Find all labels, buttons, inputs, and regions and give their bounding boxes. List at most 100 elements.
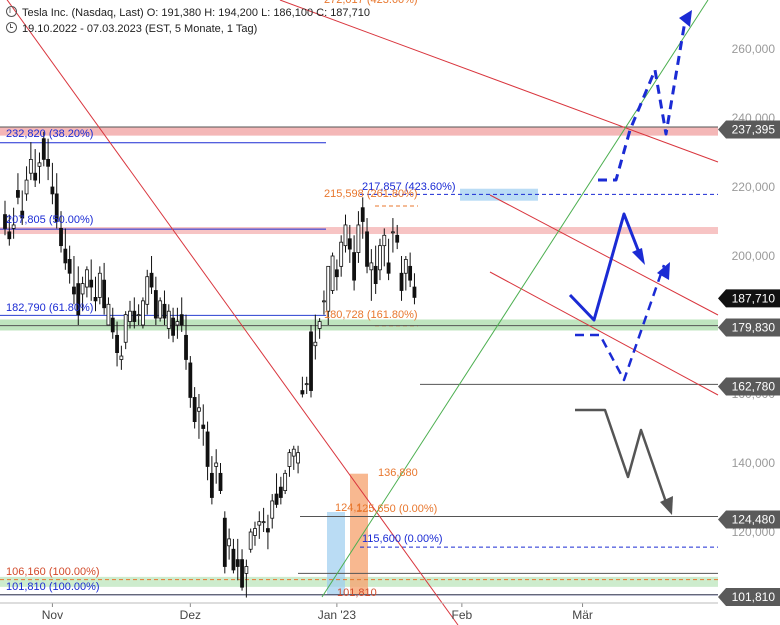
last-price-label: 187,710 — [732, 291, 776, 305]
candle-body — [162, 303, 167, 319]
bull-scenario-arrow — [598, 14, 688, 182]
candle-body — [102, 279, 107, 309]
price-tag — [718, 377, 780, 396]
y-tick-label: 260,000 — [732, 42, 776, 56]
candle-body — [227, 538, 232, 547]
candle-body — [50, 186, 55, 195]
mid-arrow-head — [657, 262, 670, 280]
x-tick-label: Dez — [180, 608, 201, 622]
info-icon — [6, 5, 17, 17]
impulse-scenario-arrow — [568, 212, 642, 322]
fib-label: 272,017 (423.60%) — [324, 0, 418, 6]
candle-body — [188, 362, 193, 398]
candle-body — [197, 407, 201, 412]
x-tick-label: Jan '23 — [318, 608, 357, 622]
candle-body — [80, 283, 85, 295]
x-tick-label: Feb — [452, 608, 473, 622]
mid-scenario-arrow — [575, 264, 666, 382]
candle-body — [149, 272, 154, 288]
candle-body — [11, 224, 16, 229]
fib-label: 106,160 (100.00%) — [6, 566, 100, 578]
fib-label: 125,650 (0.00%) — [356, 503, 437, 515]
y-tick-label: 200,000 — [732, 249, 776, 263]
candle-body — [201, 424, 206, 429]
candle-body — [209, 472, 214, 498]
price-tag — [718, 318, 780, 337]
channel-upper-line — [489, 194, 719, 316]
candle-body — [123, 314, 128, 343]
candle-body — [270, 500, 275, 519]
candle-body — [274, 493, 279, 505]
fib-label: 115,600 (0.00%) — [362, 533, 443, 545]
fib-label: 101,810 — [337, 587, 377, 599]
candle-body — [175, 321, 180, 326]
price-tag-label: 179,830 — [732, 321, 776, 335]
candle-body — [386, 262, 391, 274]
fib-label: 215,598 (261.80%) — [324, 188, 418, 200]
price-tag — [718, 588, 780, 606]
candle-body — [192, 397, 197, 423]
candle-body — [153, 290, 158, 319]
candle-body — [214, 462, 219, 467]
fib-label: 101,810 (100.00%) — [6, 581, 100, 593]
candle-body — [253, 528, 257, 536]
chart-title: Tesla Inc. (Nasdaq, Last) O: 191,380 H: … — [6, 5, 370, 19]
candle-body — [24, 179, 29, 195]
candle-body — [248, 531, 253, 550]
candle-body — [46, 158, 50, 167]
x-tick-label: Mär — [572, 608, 593, 622]
fib-label: 232,820 (38.20%) — [6, 128, 93, 140]
candle-body — [334, 269, 339, 278]
candle-body — [339, 241, 344, 267]
candle-body — [347, 238, 352, 250]
candle-body — [97, 272, 102, 298]
clock-icon — [6, 22, 17, 33]
fib-label: 217,857 (423.60%) — [362, 181, 456, 193]
candle-body — [141, 300, 145, 326]
candle-body — [330, 255, 335, 291]
candle-body — [283, 472, 288, 492]
y-tick-label: 220,000 — [732, 180, 776, 194]
candle-body — [382, 234, 387, 247]
candle-body — [231, 548, 236, 571]
candle-body — [72, 286, 76, 295]
candle-body — [37, 162, 42, 167]
price-tag-label: 162,780 — [732, 380, 776, 394]
candle-body — [166, 310, 171, 329]
candle-body — [291, 448, 296, 457]
candle-body — [261, 521, 266, 524]
candle-body — [59, 227, 63, 247]
candle-body — [179, 314, 184, 326]
bear-arrow-head — [660, 496, 673, 515]
candle-body — [128, 310, 132, 322]
candle-body — [304, 383, 309, 386]
candle-body — [145, 276, 150, 305]
candle-body — [89, 279, 94, 288]
candle-body — [119, 355, 124, 360]
candle-body — [16, 190, 20, 198]
candle-body — [356, 224, 361, 253]
candle-body — [343, 224, 348, 247]
resistance-zone-237 — [0, 126, 718, 136]
candle-body — [41, 138, 46, 160]
candle-body — [63, 248, 68, 264]
price-tag-label: 101,810 — [732, 590, 776, 604]
fib-label: 180,728 (161.80%) — [324, 309, 418, 321]
candle-body — [412, 286, 417, 298]
target-box-217 — [460, 188, 538, 201]
last-price-tag — [718, 289, 780, 308]
candle-body — [266, 528, 270, 533]
candle-body — [296, 452, 300, 464]
candle-body — [171, 317, 175, 336]
candle-body — [257, 521, 262, 526]
price-tag — [718, 120, 780, 139]
candle-body — [115, 334, 119, 354]
channel-lower-line — [489, 271, 719, 396]
candle-body — [3, 214, 7, 229]
candle-body — [158, 300, 163, 319]
chart-period: 19.10.2022 - 07.03.2023 (EST, 5 Monate, … — [6, 22, 257, 35]
fib-label: 124,1... — [335, 502, 372, 514]
candle-body — [317, 321, 322, 329]
candle-body — [369, 262, 374, 271]
